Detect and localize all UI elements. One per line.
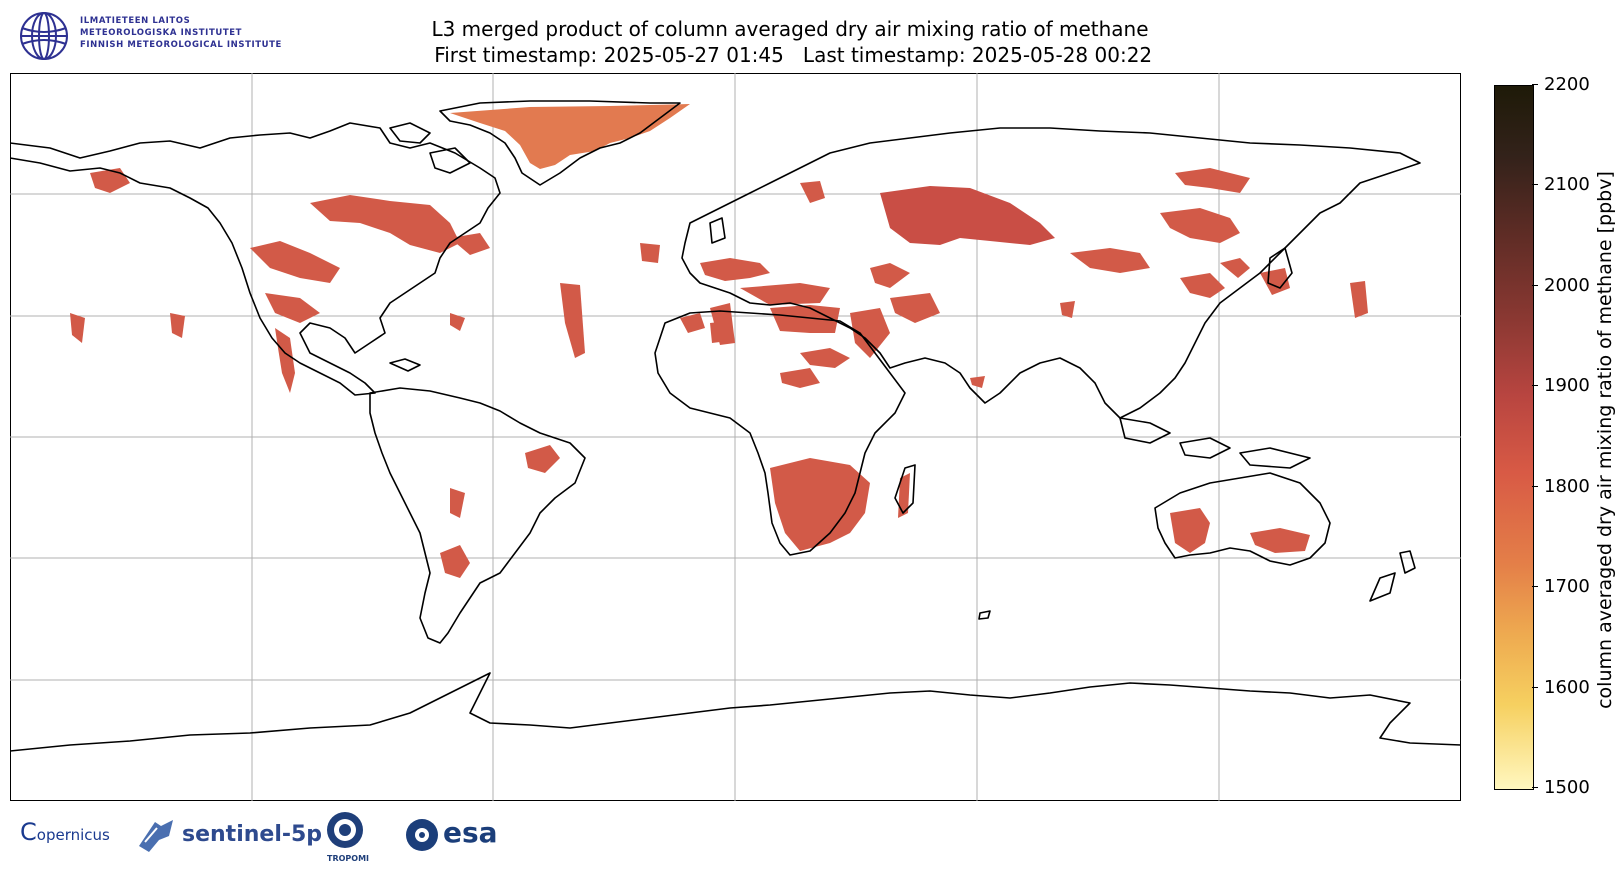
satellite-icon: [139, 820, 173, 852]
tropomi-eye-icon: [327, 812, 363, 848]
esa-logo-text: esa: [443, 816, 498, 849]
gridlines: [10, 73, 1461, 801]
methane-data: [70, 104, 1368, 578]
tropomi-logo-text: TROPOMI: [327, 854, 370, 863]
title-line-1: L3 merged product of column averaged dry…: [431, 17, 1149, 41]
copernicus-logo-text: opernicus: [36, 826, 110, 844]
title-line-2: First timestamp: 2025-05-27 01:45 Last t…: [427, 43, 1153, 67]
map-title: L3 merged product of column averaged dry…: [290, 16, 1290, 68]
copernicus-logo: Copernicus: [20, 818, 110, 846]
tropomi-logo: TROPOMI: [325, 808, 385, 863]
colorbar-label: column averaged dry air mixing ratio of …: [1594, 171, 1616, 709]
fmi-logo: ILMATIETEEN LAITOS METEOROLOGISKA INSTIT…: [18, 8, 318, 64]
esa-emblem-icon: [406, 819, 438, 851]
institute-name-en: FINNISH METEOROLOGICAL INSTITUTE: [80, 40, 282, 50]
institute-name-fi: ILMATIETEEN LAITOS: [80, 16, 191, 26]
fmi-globe-icon: [20, 12, 68, 60]
coastlines: [10, 100, 1461, 752]
partner-logos: Copernicus sentinel-5p TROPOMI esa: [20, 808, 520, 868]
sentinel-5p-logo-text: sentinel-5p: [182, 822, 323, 847]
colorbar: [1494, 85, 1534, 790]
institute-name-sv: METEOROLOGISKA INSTITUTET: [80, 28, 243, 38]
world-map: [10, 73, 1461, 801]
sentinel-5p-logo: sentinel-5p: [135, 816, 322, 858]
esa-logo: esa: [405, 816, 498, 856]
